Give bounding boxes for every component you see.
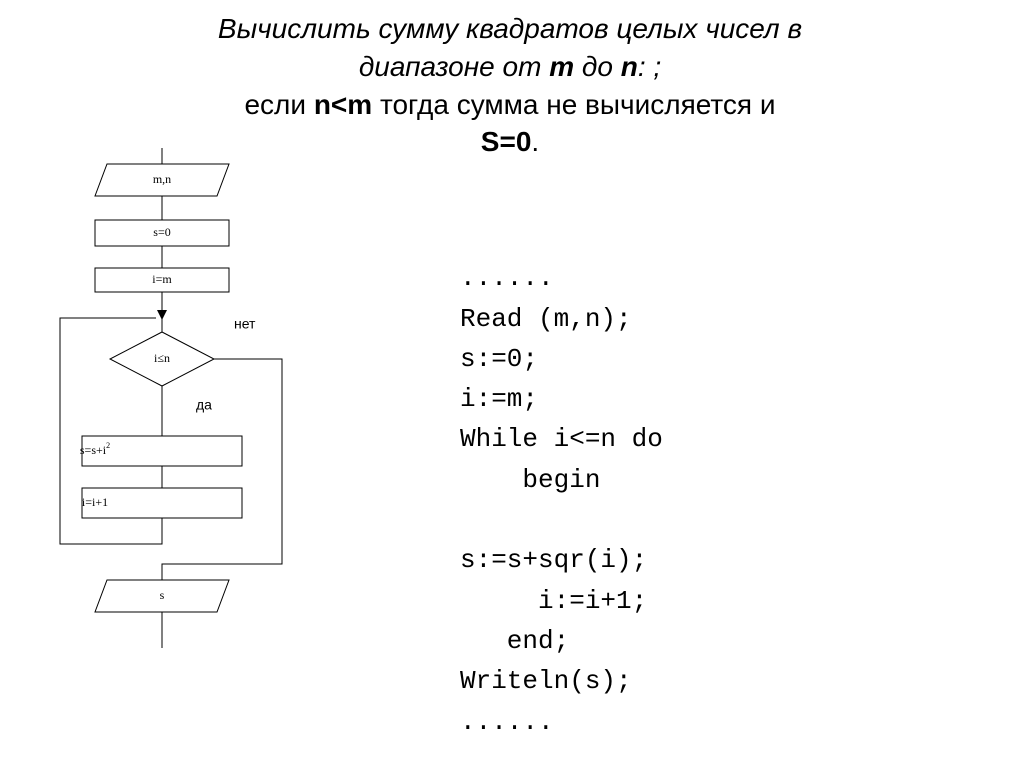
title-n: n: [621, 51, 638, 82]
code-line: While i<=n do: [460, 424, 663, 454]
title-m: m: [549, 51, 574, 82]
code-line: ......: [460, 263, 554, 293]
code-line: i:=m;: [460, 384, 538, 414]
code-block: ...... Read (m,n); s:=0; i:=m; While i<=…: [460, 218, 663, 742]
t3b: тогда сумма не вычисляется и: [372, 89, 775, 120]
code-line: ......: [460, 707, 554, 737]
node-im-text: i=m: [152, 272, 172, 286]
node-cond-text: i≤n: [154, 351, 170, 365]
title-s0: S=0: [481, 126, 532, 157]
title-line-1: Вычислить сумму квадратов целых чисел в: [100, 10, 920, 48]
t2a: диапазоне от: [359, 51, 549, 82]
flowchart: m,n s=0 i=m i≤n нет да s=s+i2 i=i+1 s: [20, 148, 330, 768]
node-output-text: s: [160, 588, 165, 602]
code-line: s:=0;: [460, 344, 538, 374]
edge-no: [162, 359, 282, 580]
node-s0-text: s=0: [153, 225, 170, 239]
t2c: : ;: [638, 51, 661, 82]
code-line: begin: [460, 465, 600, 495]
code-line: i:=i+1;: [460, 586, 647, 616]
t3a: если: [244, 89, 313, 120]
code-line: s:=s+sqr(i);: [460, 545, 647, 575]
label-yes: да: [196, 397, 212, 413]
t2b: до: [574, 51, 621, 82]
code-line: Read (m,n);: [460, 304, 632, 334]
title-line-2: диапазоне от m до n: ;: [100, 48, 920, 86]
code-line: end;: [460, 626, 569, 656]
arrowhead-merge: [157, 310, 167, 320]
title-line-3: если n<m тогда сумма не вычисляется и: [100, 86, 920, 124]
title-block: Вычислить сумму квадратов целых чисел в …: [100, 10, 920, 161]
title-nm: n<m: [314, 89, 372, 120]
label-no: нет: [234, 316, 256, 332]
code-line: Writeln(s);: [460, 666, 632, 696]
t4dot: .: [531, 126, 539, 157]
node-input-text: m,n: [153, 172, 171, 186]
node-body1-text: s=s+i2: [80, 441, 110, 456]
node-body2-text: i=i+1: [82, 495, 108, 509]
